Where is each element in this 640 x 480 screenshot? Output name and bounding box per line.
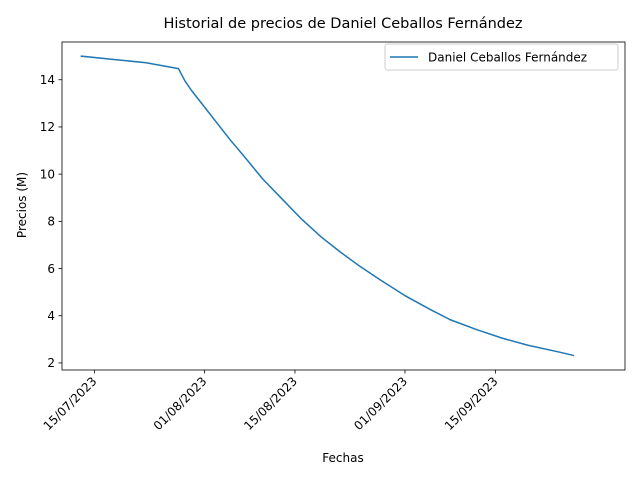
y-tick-label: 10 xyxy=(40,167,55,181)
y-tick-label: 6 xyxy=(47,262,55,276)
legend-label: Daniel Ceballos Fernández xyxy=(428,50,587,64)
series-line-0 xyxy=(80,55,575,357)
x-axis-label: Fechas xyxy=(322,451,363,465)
y-tick-label: 12 xyxy=(40,120,55,134)
x-tick-label: 01/09/2023 xyxy=(351,374,410,433)
y-tick-label: 2 xyxy=(47,356,55,370)
legend-box xyxy=(384,43,619,71)
y-tick-label: 8 xyxy=(47,215,55,229)
plot-frame xyxy=(61,41,626,371)
y-tick-label: 4 xyxy=(47,309,55,323)
y-tick-label: 14 xyxy=(40,73,55,87)
x-tick-label: 15/07/2023 xyxy=(41,374,100,433)
x-tick-label: 01/08/2023 xyxy=(151,374,210,433)
legend: Daniel Ceballos Fernández xyxy=(384,43,619,71)
x-tick-label: 15/08/2023 xyxy=(241,374,300,433)
chart-title: Historial de precios de Daniel Ceballos … xyxy=(163,16,522,32)
plot-area: 2 4 6 8 10 12 14 15/07/2023 01/08/2023 15/08/2023… xyxy=(40,41,626,433)
x-tick-label: 15/09/2023 xyxy=(442,374,501,433)
y-axis-label: Precios (M) xyxy=(15,172,29,238)
